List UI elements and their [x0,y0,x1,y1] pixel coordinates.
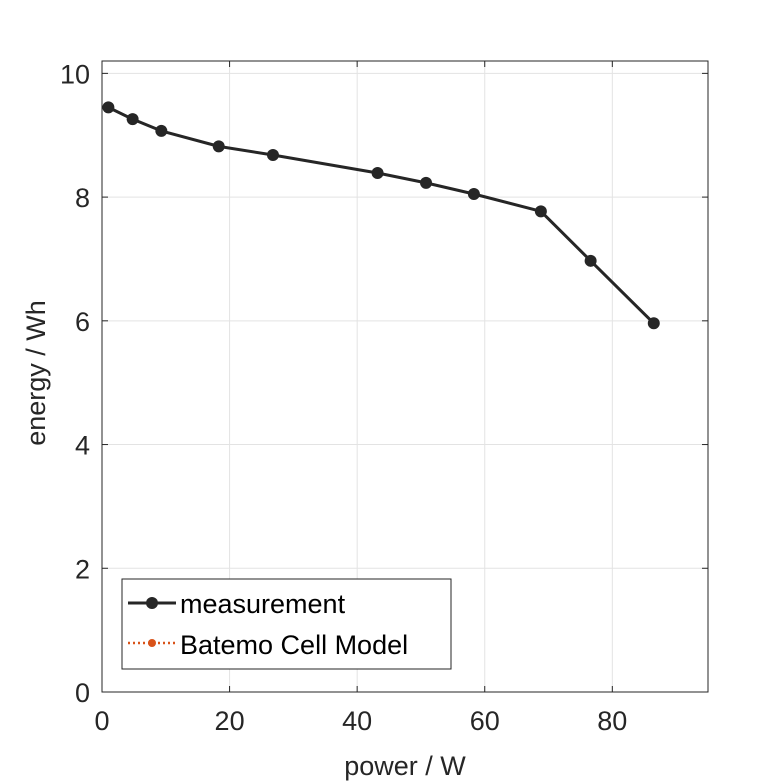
legend-label-measurement: measurement [180,589,346,619]
legend-marker-measurement [146,597,158,609]
legend-label-batemo: Batemo Cell Model [180,630,408,660]
data-point [155,124,168,137]
y-tick-label: 10 [60,59,90,89]
data-series [102,101,660,330]
data-point [266,149,279,162]
y-tick-label: 8 [75,183,90,213]
legend-entry-batemo: Batemo Cell Model [128,630,408,660]
x-axis-label: power / W [344,751,466,781]
x-tick-label: 20 [215,706,245,736]
data-point [126,113,139,126]
y-tick-label: 2 [75,554,90,584]
legend-entry-measurement: measurement [128,589,346,619]
legend-marker-batemo [148,639,156,647]
axis-ticks: 0 20 40 60 80 0 2 4 6 8 10 [60,59,708,736]
data-point [371,166,384,179]
plot-area-frame [101,60,709,693]
y-tick-label: 6 [75,307,90,337]
x-tick-label: 0 [94,706,109,736]
data-point [584,254,597,267]
x-tick-label: 60 [470,706,500,736]
x-tick-label: 80 [597,706,627,736]
series-line-0 [107,106,655,325]
data-point [102,101,115,114]
data-point [534,205,547,218]
data-point [647,317,660,330]
y-tick-label: 4 [75,431,90,461]
data-point [467,188,480,201]
legend-box [121,578,452,670]
data-point [212,140,225,153]
grid-lines [102,61,708,692]
data-point [420,176,433,189]
y-axis-label: energy / Wh [21,300,51,446]
y-tick-label: 0 [75,678,90,708]
x-tick-label: 40 [342,706,372,736]
legend: measurement Batemo Cell Model [121,578,452,670]
